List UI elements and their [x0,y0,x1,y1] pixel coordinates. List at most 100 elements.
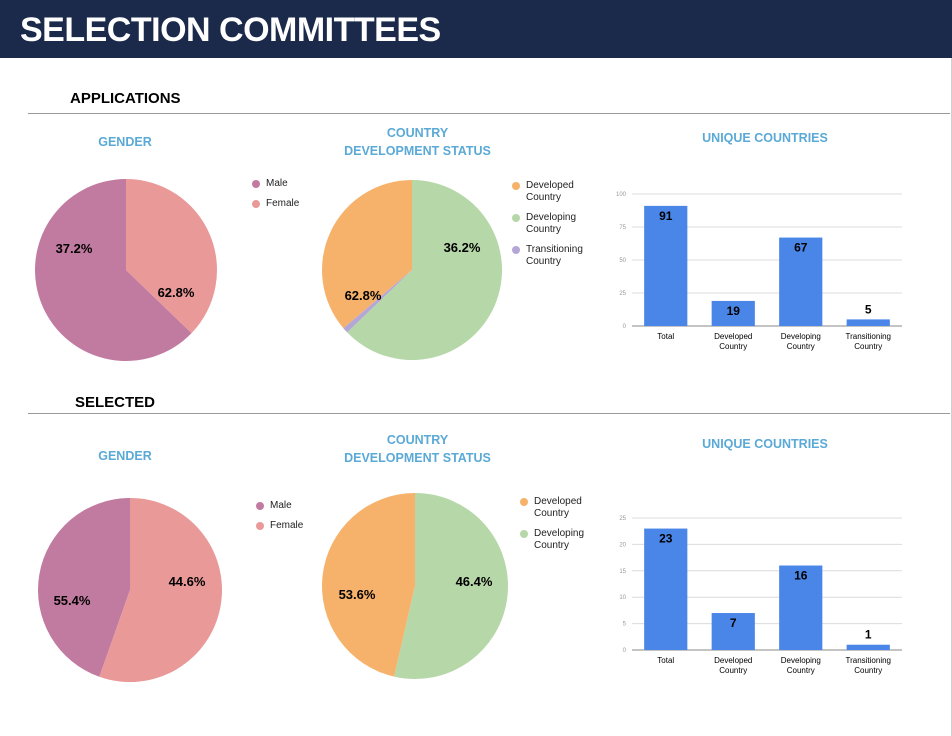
pie-slice-developed-country [322,493,415,677]
y-tick-label: 0 [623,648,627,654]
gender-chart-title: GENDER [98,449,152,463]
legend-swatch [520,498,528,506]
pie-slice-female [126,179,217,334]
page-title: SELECTION COMMITTEES [20,11,441,49]
y-tick-label: 25 [619,291,626,297]
bar-developing-country [779,565,823,650]
legend-item-developed-country: Developed Country [512,180,597,204]
legend-swatch [252,200,260,208]
legend-label: Transitioning Country [526,244,583,267]
legend-swatch [256,502,264,510]
legend-item-female: Female [256,520,303,532]
bar-transitioning-country [846,319,890,326]
legend-swatch [512,214,520,222]
status-chart-title-line1: COUNTRY [386,433,449,447]
legend-label: Female [270,520,304,531]
unique-countries-bar-chart: 0 5 10 15 20 25 23 Total 7 Developed Country 16 Deve… [619,516,902,675]
status-chart-title-line2: DEVELOPMENT STATUS [344,451,491,465]
bar-total [644,205,688,326]
x-category-label: Total [657,332,674,341]
y-tick-label: 5 [623,622,627,628]
legend-swatch [252,180,260,188]
section-divider [28,413,950,414]
y-tick-label: 0 [623,324,627,330]
legend-label: Male [266,178,288,189]
legend-label: Developed Country [534,496,582,519]
pie-value-label: 62.8% [345,288,382,303]
bar-value-label: 16 [794,569,808,583]
pie-value-label: 55.4% [54,593,91,608]
legend-item-male: Male [252,178,299,190]
legend-item-female: Female [252,198,299,210]
y-tick-label: 100 [616,192,627,198]
bar-value-label: 91 [659,209,673,223]
gender-chart-title: GENDER [98,135,152,149]
status-pie-chart: 46.4% 53.6% [322,492,509,680]
x-category-label: Transitioning Country [845,656,891,675]
legend-swatch [512,182,520,190]
status-chart-title-line1: COUNTRY [386,126,449,140]
bar-value-label: 19 [727,304,741,318]
x-category-label: Developed Country [714,656,752,675]
gender-legend: Male Female [256,500,303,540]
bar-value-label: 23 [659,532,673,546]
section-label-applications: APPLICATIONS [70,90,181,107]
legend-label: Female [266,198,300,209]
gender-pie-chart: 44.6% 55.4% [37,498,222,682]
pie-value-label: 37.2% [56,241,93,256]
bar-developing-country [779,237,823,326]
x-category-label: Transitioning Country [845,332,891,351]
pie-value-label: 53.6% [339,587,376,602]
legend-label: Developing Country [526,212,577,235]
legend-item-developing-country: Developing Country [512,212,597,236]
status-chart-title: COUNTRY DEVELOPMENT STATUS [330,431,505,467]
x-category-label: Developed Country [714,332,752,351]
bar-developed-country [711,300,755,326]
pie-slice-developed-country [321,180,412,329]
pie-slice-male [37,498,130,677]
status-chart-title: COUNTRY DEVELOPMENT STATUS [330,124,505,160]
section-label-selected: SELECTED [75,394,156,411]
pie-slice-transitioning-country [343,270,412,333]
legend-item-transitioning-country: Transitioning Country [512,244,597,268]
bar-value-label: 5 [865,302,872,316]
pie-value-label: 44.6% [169,574,206,589]
legend-swatch [520,530,528,538]
y-tick-label: 25 [619,516,626,522]
y-tick-label: 15 [619,569,626,575]
legend-label: Developing Country [534,528,585,551]
pie-slice-female [99,498,222,682]
gender-legend: Male Female [252,178,299,218]
y-tick-label: 50 [619,258,626,264]
bar-total [644,528,688,650]
bar-value-label: 7 [730,616,737,630]
legend-item-developed-country: Developed Country [520,496,605,520]
status-legend: Developed Country Developing Country [520,496,605,560]
unique-countries-chart-title: UNIQUE COUNTRIES [702,437,828,451]
bar-value-label: 1 [865,628,872,642]
pie-slice-developing-country [347,180,502,361]
y-tick-label: 75 [619,225,626,231]
x-category-label: Developing Country [781,332,821,351]
pie-value-label: 62.8% [158,285,195,300]
status-legend: Developed Country Developing Country Trans… [512,180,597,276]
unique-countries-bar-chart: 0 25 50 75 100 91 Total 19 Developed Country 67 Dev… [616,192,902,351]
legend-item-developing-country: Developing Country [520,528,605,552]
status-chart-title-line2: DEVELOPMENT STATUS [344,144,491,158]
unique-countries-chart-title: UNIQUE COUNTRIES [702,131,828,145]
gender-pie-chart: 62.8% 37.2% [34,179,217,361]
pie-value-label: 36.2% [444,240,481,255]
bar-developed-country [711,613,755,650]
y-tick-label: 20 [619,542,626,548]
page-header: SELECTION COMMITTEES [0,0,952,58]
x-category-label: Total [657,656,674,665]
x-category-label: Developing Country [781,656,821,675]
section-divider [28,113,950,114]
legend-swatch [256,522,264,530]
y-tick-label: 10 [619,595,626,601]
legend-label: Male [270,500,292,511]
pie-slice-male [34,179,192,361]
pie-value-label: 46.4% [456,574,493,589]
legend-label: Developed Country [526,180,574,203]
legend-swatch [512,246,520,254]
